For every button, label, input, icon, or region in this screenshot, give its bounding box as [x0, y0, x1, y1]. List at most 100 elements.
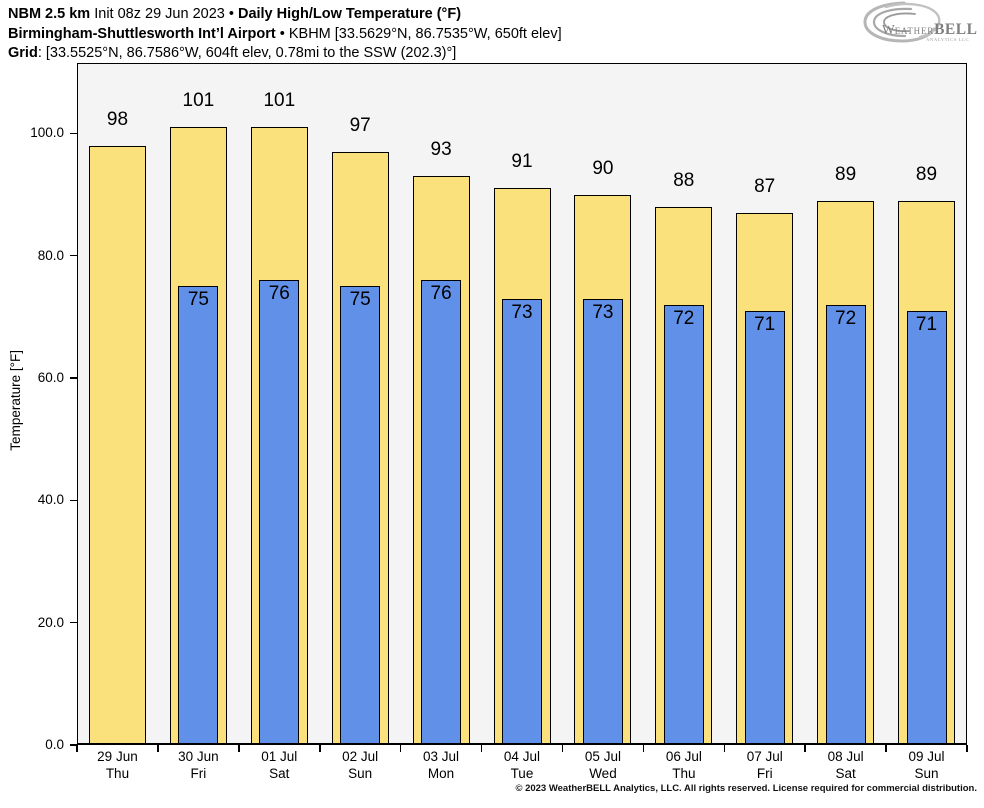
high-value-label: 88 — [673, 169, 695, 191]
x-tick-date: 01 Jul — [261, 749, 298, 764]
low-value-label: 75 — [349, 289, 371, 311]
x-tick-weekday: Sat — [835, 765, 856, 781]
model-name: NBM 2.5 km — [8, 6, 91, 22]
low-value-label: 73 — [592, 301, 614, 323]
x-tick-mark — [480, 745, 483, 752]
low-bar — [178, 286, 219, 745]
high-value-label: 98 — [106, 108, 129, 130]
x-tick-weekday: Mon — [427, 765, 455, 781]
y-tick-mark — [70, 377, 77, 379]
low-value-label: 71 — [754, 313, 776, 335]
x-tick-label: 03 Jul Mon — [401, 749, 482, 782]
x-tick-label: 06 Jul Thu — [643, 749, 724, 782]
init-time: Init 08z 29 Jun 2023 • — [90, 6, 238, 22]
x-tick-mark — [238, 745, 240, 752]
header-line-3: Grid: [33.5525°N, 86.7586°W, 604ft elev,… — [8, 44, 562, 64]
y-tick-label: 20.0 — [37, 614, 64, 630]
low-value-label: 73 — [511, 301, 533, 323]
logo-subtext: ANALYTICS LLC — [926, 37, 969, 42]
high-bar — [89, 145, 146, 745]
x-tick-label: 01 Jul Sat — [239, 749, 320, 782]
station-coordinates: • KBHM [33.5629°N, 86.7535°W, 650ft elev… — [275, 25, 562, 42]
x-tick-mark — [157, 745, 159, 752]
x-tick-weekday: Sun — [914, 765, 939, 781]
low-bar — [663, 304, 704, 745]
x-tick-mark — [561, 745, 564, 752]
x-tick-mark — [804, 745, 806, 752]
x-tick-label: 09 Jul Sun — [886, 749, 967, 782]
x-tick-weekday: Sun — [348, 765, 373, 781]
x-tick-date: 07 Jul — [746, 749, 783, 764]
x-tick-weekday: Tue — [510, 765, 534, 781]
x-tick-date: 29 Jun — [97, 749, 138, 764]
y-tick-mark — [70, 621, 77, 624]
y-tick-mark — [70, 254, 77, 257]
x-tick-weekday: Thu — [105, 765, 130, 781]
y-tick-mark — [70, 132, 77, 135]
x-tick-label: 07 Jul Fri — [724, 749, 805, 782]
hurricane-swirl-icon — [863, 1, 941, 43]
x-tick-date: 09 Jul — [908, 749, 945, 764]
x-tick-mark — [76, 745, 78, 752]
x-tick-label: 29 Jun Thu — [77, 749, 158, 782]
x-tick-weekday: Wed — [589, 765, 617, 781]
y-tick-label: 0.0 — [45, 737, 64, 752]
x-tick-date: 03 Jul — [423, 749, 460, 764]
x-tick-weekday: Thu — [672, 765, 696, 781]
low-bar — [259, 280, 300, 745]
high-value-label: 87 — [754, 175, 776, 197]
chart-title: Daily High/Low Temperature (°F) — [237, 6, 462, 22]
y-axis-title: Temperature [°F] — [8, 350, 23, 451]
high-value-label: 89 — [915, 163, 938, 185]
x-tick-date: 05 Jul — [584, 749, 621, 764]
station-name: Birmingham-Shuttlesworth Int’l Airport — [8, 25, 276, 42]
high-value-label: 89 — [835, 163, 857, 185]
low-value-label: 75 — [187, 289, 209, 311]
low-bar — [340, 286, 381, 745]
high-value-label: 97 — [349, 114, 371, 136]
y-tick-label: 60.0 — [37, 370, 64, 385]
high-value-label: 90 — [592, 157, 614, 179]
low-value-label: 72 — [673, 307, 695, 329]
header-line-2: Birmingham-Shuttlesworth Int’l Airport •… — [8, 25, 562, 45]
logo-wordmark: WEATHERBELL — [882, 21, 977, 38]
x-tick-mark — [966, 745, 968, 752]
low-value-label: 76 — [268, 283, 290, 305]
grid-label: Grid — [8, 45, 38, 61]
x-tick-label: 08 Jul Sat — [805, 749, 886, 782]
x-tick-weekday: Fri — [756, 765, 773, 781]
x-tick-date: 02 Jul — [342, 749, 379, 764]
plot-area: 98 101 75 101 76 97 75 93 76 91 73 90 73 88 72 87 71 89 72… — [77, 63, 967, 745]
y-tick-label: 40.0 — [37, 492, 64, 508]
low-bar — [421, 280, 462, 745]
x-tick-weekday: Sat — [269, 765, 290, 781]
x-tick-date: 08 Jul — [827, 749, 864, 764]
x-tick-date: 04 Jul — [503, 749, 540, 764]
weatherbell-logo: WEATHERBELL ANALYTICS LLC — [863, 1, 977, 43]
high-value-label: 101 — [263, 90, 296, 112]
header-line-1: NBM 2.5 km Init 08z 29 Jun 2023 • Daily … — [8, 5, 562, 25]
y-tick-label: 80.0 — [37, 247, 64, 263]
x-tick-label: 02 Jul Sun — [320, 749, 401, 782]
low-value-label: 71 — [915, 313, 938, 335]
high-value-label: 91 — [511, 151, 533, 173]
high-value-label: 101 — [182, 90, 215, 112]
low-value-label: 76 — [430, 283, 452, 305]
low-bar — [825, 304, 866, 745]
x-tick-weekday: Fri — [190, 765, 207, 781]
y-tick-mark — [70, 744, 77, 746]
x-tick-label: 04 Jul Tue — [482, 749, 563, 782]
x-tick-date: 06 Jul — [665, 749, 702, 764]
x-tick-mark — [885, 745, 887, 752]
low-bar — [906, 310, 947, 745]
x-tick-mark — [399, 745, 402, 752]
high-value-label: 93 — [430, 139, 452, 161]
chart-header: NBM 2.5 km Init 08z 29 Jun 2023 • Daily … — [8, 5, 562, 64]
x-tick-label: 05 Jul Wed — [563, 749, 644, 782]
x-tick-date: 30 Jun — [178, 749, 219, 764]
low-bar — [582, 298, 623, 745]
grid-coordinates: : [33.5525°N, 86.7586°W, 604ft elev, 0.7… — [37, 45, 457, 61]
y-tick-label: 100.0 — [30, 125, 64, 141]
x-tick-label: 30 Jun Fri — [158, 749, 239, 782]
x-tick-mark — [642, 745, 645, 752]
